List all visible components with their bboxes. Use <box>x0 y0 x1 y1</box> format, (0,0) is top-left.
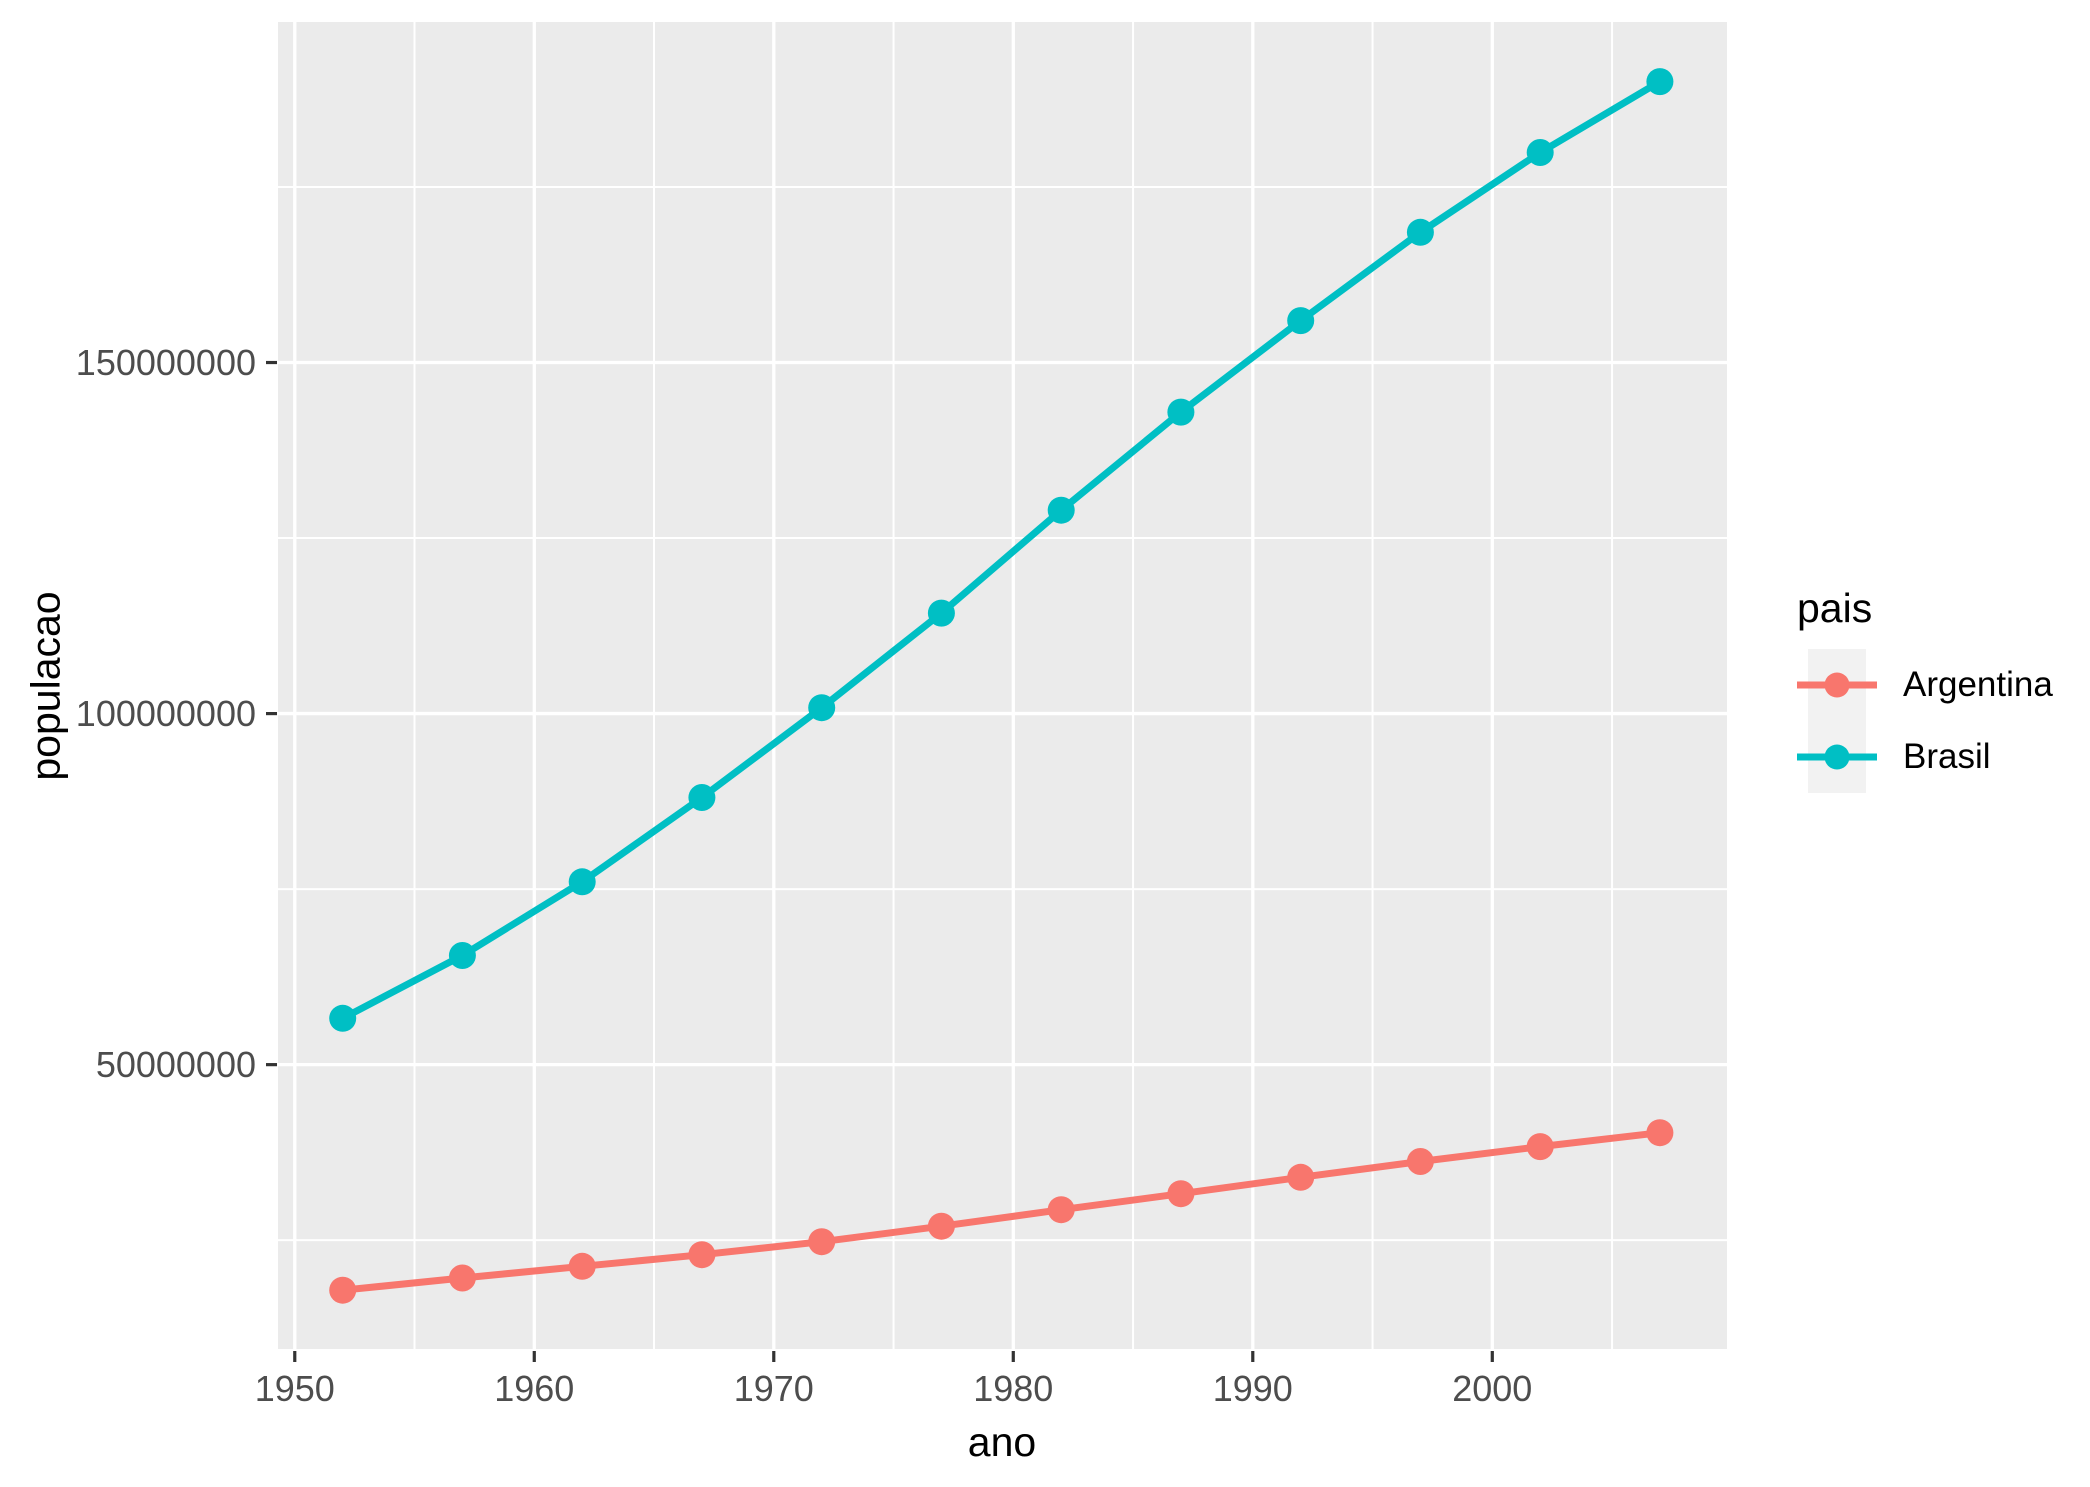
panel-background <box>278 22 1727 1349</box>
data-point-brasil <box>568 868 596 896</box>
legend-item-argentina: Argentina <box>1797 649 2053 721</box>
data-point-argentina <box>448 1264 476 1292</box>
legend-key-swatch <box>1797 721 1877 793</box>
legend-key-dot <box>1824 744 1850 770</box>
data-point-brasil <box>688 784 716 811</box>
data-point-argentina <box>1047 1196 1075 1224</box>
y-axis-title: populacao <box>22 591 69 781</box>
legend-key-dot <box>1824 672 1850 698</box>
data-point-brasil <box>448 942 476 969</box>
data-point-argentina <box>1406 1148 1434 1175</box>
data-point-argentina <box>688 1241 716 1269</box>
legend-key-glyph <box>1797 721 1877 793</box>
data-point-brasil <box>1167 398 1195 426</box>
x-tick-label: 1960 <box>494 1368 574 1409</box>
legend-items: Argentina Brasil <box>1797 649 2053 793</box>
x-axis-title: ano <box>967 1419 1037 1465</box>
series-line-brasil <box>341 78 1662 1022</box>
data-point-brasil <box>927 599 955 627</box>
legend-item-brasil: Brasil <box>1797 721 2053 793</box>
series-line-argentina <box>342 1129 1661 1294</box>
legend-title: pais <box>1797 585 1873 631</box>
data-point-brasil <box>1406 218 1434 246</box>
y-tick-label: 100000000 <box>76 693 256 734</box>
data-point-brasil <box>808 694 836 722</box>
x-tick-label: 2000 <box>1452 1368 1532 1409</box>
data-point-argentina <box>1646 1119 1674 1147</box>
legend-item-label: Argentina <box>1903 665 2053 704</box>
data-point-brasil <box>1287 307 1315 335</box>
data-point-brasil <box>1047 496 1075 524</box>
y-tick-label: 50000000 <box>96 1044 256 1085</box>
data-point-argentina <box>927 1212 955 1240</box>
x-tick-label: 1990 <box>1213 1368 1293 1409</box>
data-point-argentina <box>329 1276 357 1304</box>
x-tick-label: 1950 <box>255 1368 335 1409</box>
data-point-brasil <box>1526 139 1554 166</box>
data-point-argentina <box>1287 1163 1315 1191</box>
x-tick-label: 1970 <box>734 1368 814 1409</box>
legend: pais Argentina Brasil <box>1797 588 2053 793</box>
data-point-brasil <box>1646 68 1674 96</box>
legend-item-label: Brasil <box>1903 737 1991 776</box>
legend-key-swatch <box>1797 649 1877 721</box>
data-point-argentina <box>808 1228 836 1256</box>
y-tick-label: 150000000 <box>76 342 256 383</box>
data-point-brasil <box>329 1004 357 1032</box>
data-point-argentina <box>568 1252 596 1280</box>
x-tick-label: 1980 <box>973 1368 1053 1409</box>
data-point-argentina <box>1526 1133 1554 1161</box>
legend-key-glyph <box>1797 649 1877 721</box>
data-point-argentina <box>1167 1180 1195 1208</box>
